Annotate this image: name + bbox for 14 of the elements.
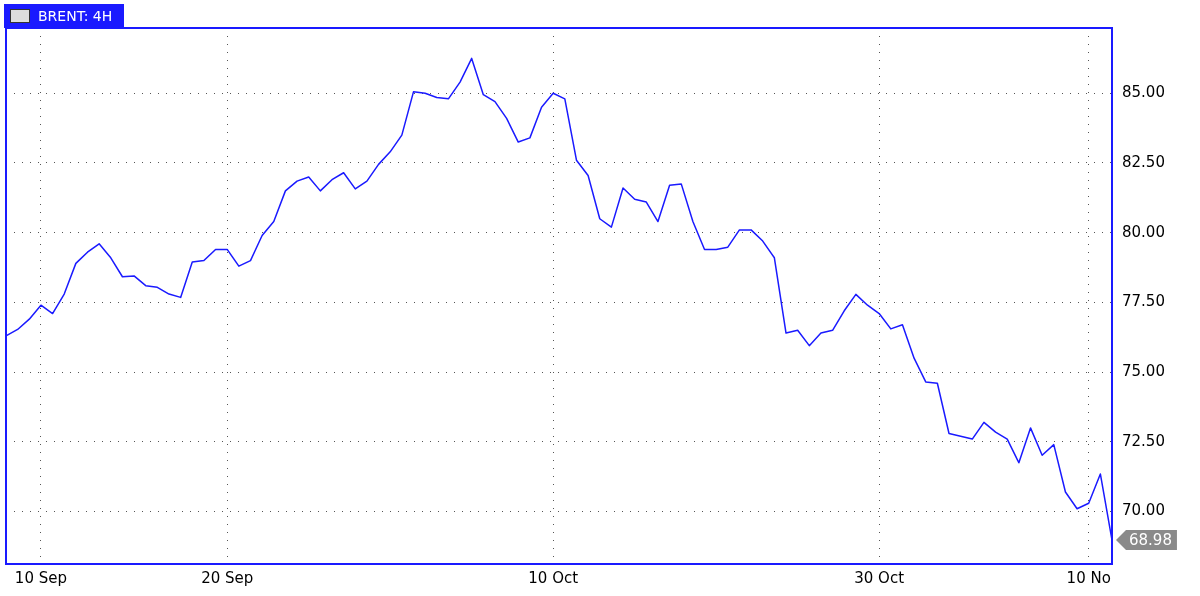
x-tick-label: 10 Sep <box>14 568 67 587</box>
y-tick-label: 77.50 <box>1122 292 1165 311</box>
text: 68.98 <box>1129 530 1172 549</box>
y-tick-label: 75.00 <box>1122 362 1165 381</box>
x-tick-label: 20 Sep <box>201 568 254 587</box>
y-tick-label: 82.50 <box>1122 152 1165 171</box>
y-tick-label: 80.00 <box>1122 222 1165 241</box>
y-tick-label: 85.00 <box>1122 83 1165 102</box>
y-tick-label: 70.00 <box>1122 501 1165 520</box>
x-tick-label: 10 No <box>1066 568 1111 587</box>
x-tick-label: 30 Oct <box>854 568 905 587</box>
y-tick-label: 72.50 <box>1122 431 1165 450</box>
x-tick-label: 10 Oct <box>528 568 579 587</box>
chart-title: BRENT: 4H <box>38 7 113 26</box>
